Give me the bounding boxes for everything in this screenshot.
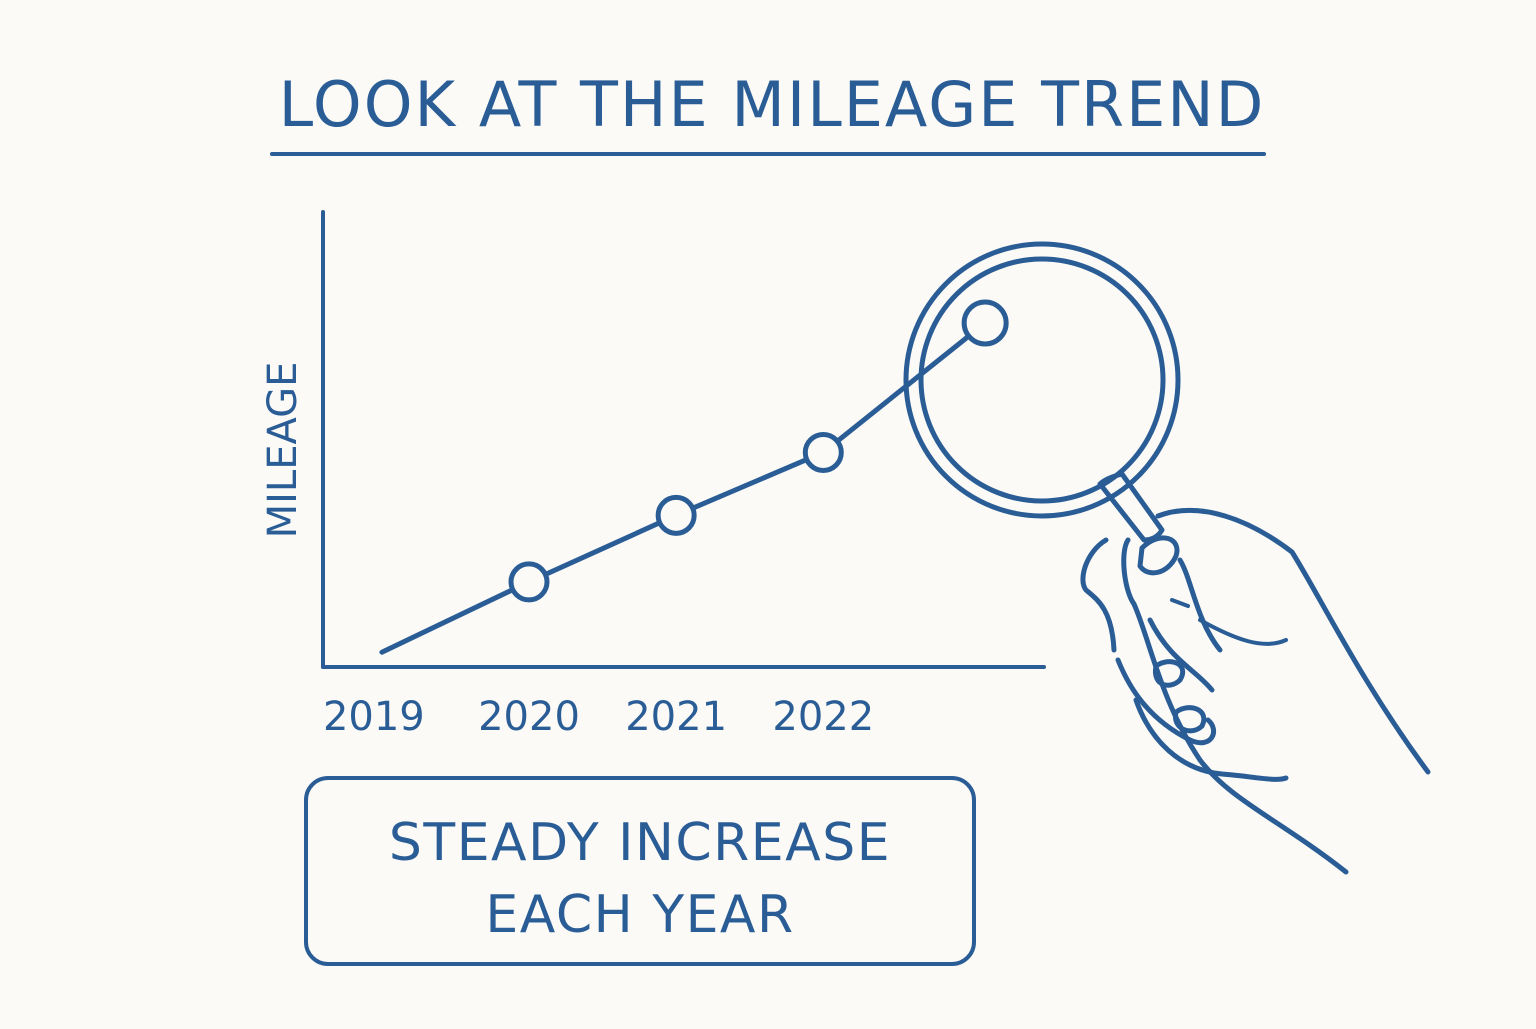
x-tick-label-2020: 2020	[478, 694, 580, 740]
x-tick-label-2021: 2021	[625, 694, 727, 740]
data-point-3	[802, 431, 844, 473]
data-point-2	[655, 494, 697, 536]
callout-line-1: STEADY INCREASE	[389, 813, 891, 873]
mileage-line-chart: MILEAGE 2019 2020 2021 2022	[260, 210, 1046, 740]
hand-icon	[1080, 507, 1431, 875]
data-point-4	[961, 299, 1009, 347]
callout-box	[304, 776, 976, 966]
page-title: LOOK AT THE MILEAGE TREND	[279, 68, 1266, 141]
x-tick-label-2022: 2022	[772, 694, 874, 740]
series-line	[379, 320, 988, 655]
y-axis-label: MILEAGE	[260, 362, 306, 539]
x-tick-label-2019: 2019	[323, 694, 425, 740]
data-point-1	[508, 561, 550, 603]
callout-line-2: EACH YEAR	[485, 885, 794, 945]
magnifying-glass-icon	[903, 241, 1181, 543]
